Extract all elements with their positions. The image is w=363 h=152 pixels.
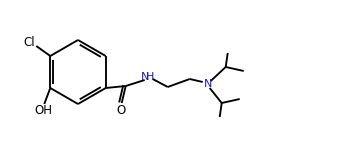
Text: OH: OH (34, 105, 52, 117)
Text: N: N (140, 72, 149, 82)
Text: N: N (204, 79, 212, 89)
Text: Cl: Cl (24, 36, 35, 48)
Text: H: H (146, 72, 154, 82)
Text: O: O (116, 104, 125, 116)
